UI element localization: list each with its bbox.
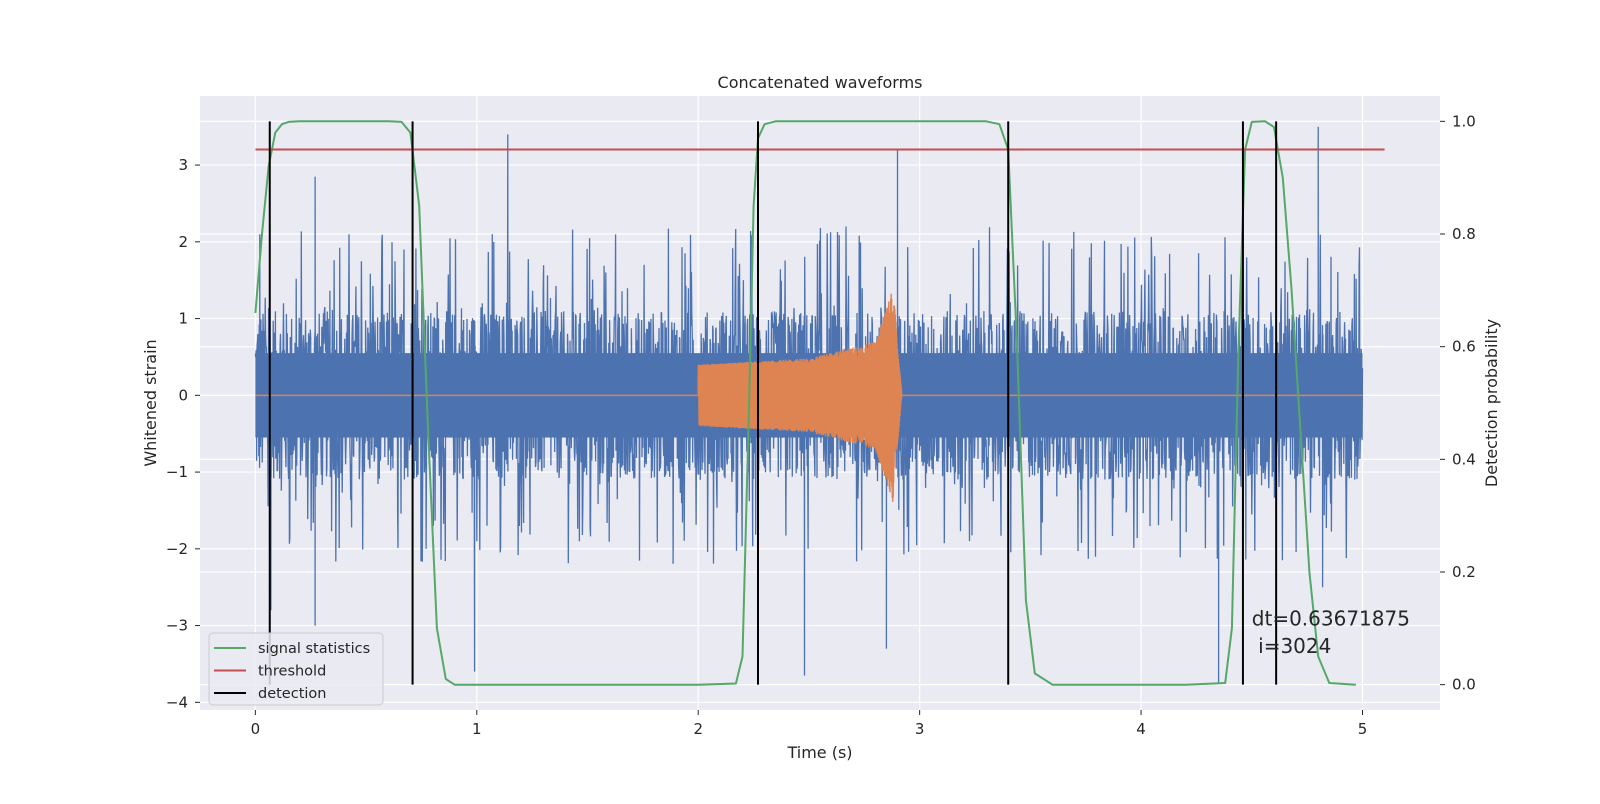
chart-title: Concatenated waveforms — [718, 73, 923, 92]
legend-label: threshold — [258, 664, 326, 680]
y-tick-label: −2 — [166, 540, 188, 558]
x-tick-label: 4 — [1136, 720, 1146, 738]
y-tick-label: −1 — [166, 463, 188, 481]
x-tick-label: 5 — [1358, 720, 1368, 738]
y-tick-label: 0 — [178, 386, 188, 404]
legend-box — [208, 632, 384, 706]
y-right-tick-label: 0.6 — [1452, 338, 1476, 356]
y-right-tick-label: 0.0 — [1452, 676, 1476, 694]
annotations: dt=0.63671875 i=3024 — [1252, 607, 1410, 659]
y-right-tick-label: 1.0 — [1452, 112, 1476, 130]
annotation-text: i=3024 — [1252, 634, 1332, 658]
y-right-tick-label: 0.2 — [1452, 563, 1476, 581]
y-tick-label: −3 — [166, 617, 188, 635]
x-tick-label: 3 — [915, 720, 925, 738]
x-axis-label: Time (s) — [786, 743, 852, 762]
y-tick-label: −4 — [166, 693, 188, 711]
y-tick-label: 2 — [178, 233, 188, 251]
y-tick-label: 3 — [178, 156, 188, 174]
tick-labels: 0 1 2 3 4 5 −4 −3 −2 −1 0 1 2 3 0.0 0.2 0.4 0.6 0.8 1.0 — [166, 112, 1476, 738]
series-injected-chirp — [255, 293, 1363, 502]
x-tick-label: 1 — [472, 720, 482, 738]
legend-label: signal statistics — [258, 641, 370, 657]
y-right-tick-label: 0.4 — [1452, 450, 1476, 468]
annotation-text: dt=0.63671875 — [1252, 607, 1410, 631]
x-tick-label: 2 — [693, 720, 703, 738]
x-tick-label: 0 — [251, 720, 261, 738]
y-right-tick-label: 0.8 — [1452, 225, 1476, 243]
legend-label: detection — [258, 686, 326, 702]
plot-area — [254, 120, 1385, 686]
y-axis-label-right: Detection probability — [1482, 319, 1501, 487]
y-tick-label: 1 — [178, 310, 188, 328]
y-axis-label: Whitened strain — [141, 339, 160, 466]
legend: signal statistics threshold detection — [208, 632, 384, 706]
series-signal-statistics — [254, 120, 1356, 686]
